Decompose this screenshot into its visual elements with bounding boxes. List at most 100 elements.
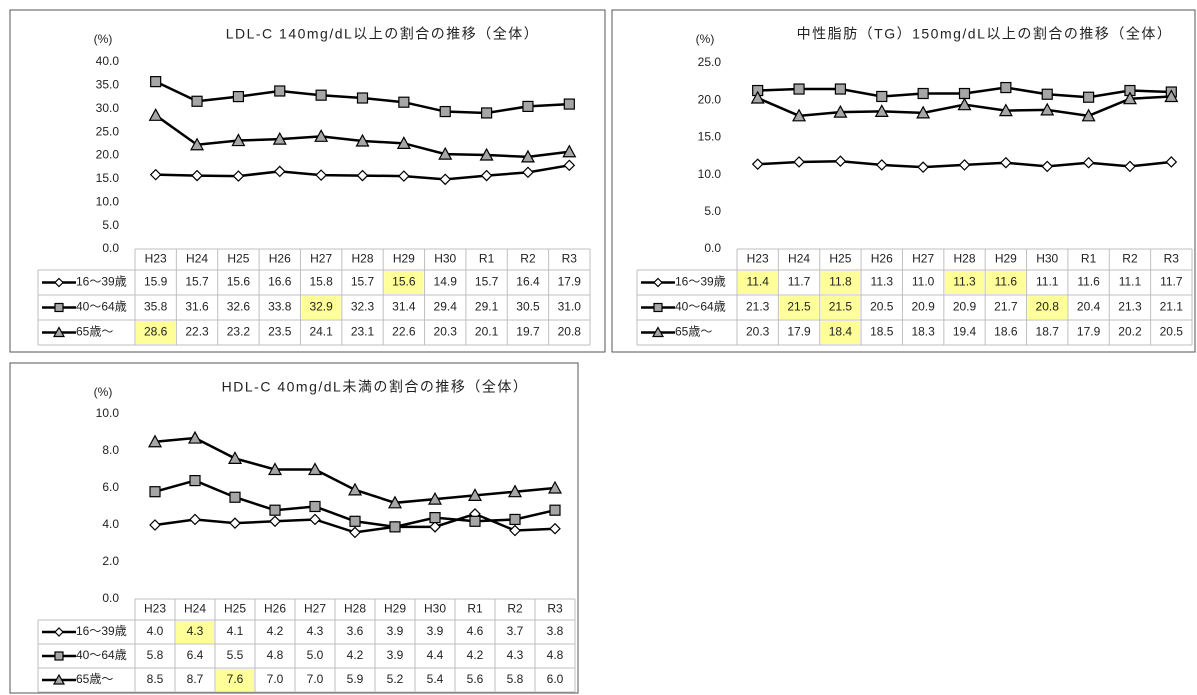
data-cell: 20.8 <box>558 325 582 339</box>
data-cell: 11.4 <box>746 275 769 289</box>
data-point <box>957 97 972 111</box>
data-cell: 3.8 <box>547 624 564 638</box>
y-tick-label: 6.0 <box>102 480 119 494</box>
data-point <box>274 85 286 97</box>
highlight-cell <box>820 321 861 344</box>
data-cell: 11.6 <box>1077 275 1100 289</box>
unit-label: (%) <box>696 32 715 46</box>
data-cell: 15.7 <box>185 275 209 289</box>
data-point <box>876 90 888 103</box>
data-cell: 22.6 <box>392 325 416 339</box>
data-cell: 7.0 <box>267 672 284 686</box>
data-cell: 19.7 <box>516 325 540 339</box>
data-cell: 11.6 <box>995 275 1018 289</box>
x-tick-label: H24 <box>184 602 206 616</box>
data-cell: 8.7 <box>187 672 204 686</box>
data-point <box>273 165 286 178</box>
data-cell: 19.4 <box>953 325 977 339</box>
highlight-cell <box>301 296 341 319</box>
data-point <box>1082 156 1095 169</box>
data-cell: 3.9 <box>427 624 444 638</box>
data-point <box>349 526 361 539</box>
data-point <box>480 107 493 119</box>
data-cell: 17.9 <box>558 275 582 289</box>
data-point <box>356 92 369 104</box>
legend-marker <box>54 277 64 288</box>
x-tick-label: H26 <box>269 252 291 266</box>
data-cell: 3.9 <box>387 648 404 662</box>
highlight-cell <box>986 271 1026 294</box>
data-cell: 11.3 <box>871 275 894 289</box>
x-tick-label: H29 <box>384 602 406 616</box>
data-cell: 29.4 <box>434 300 458 314</box>
x-tick-label: R3 <box>1164 252 1180 266</box>
x-tick-label: H26 <box>264 602 286 616</box>
data-point <box>148 108 163 121</box>
data-cell: 4.2 <box>347 648 364 662</box>
data-cell: 28.6 <box>144 325 168 339</box>
y-tick-label: 35.0 <box>96 78 120 92</box>
y-tick-label: 2.0 <box>102 554 119 568</box>
data-cell: 15.9 <box>144 275 168 289</box>
data-cell: 31.0 <box>558 300 582 314</box>
x-tick-label: R3 <box>547 602 563 616</box>
x-tick-label: R2 <box>1122 252 1138 266</box>
data-cell: 21.1 <box>1160 300 1184 314</box>
data-point <box>793 83 805 95</box>
x-tick-label: H25 <box>224 602 246 616</box>
data-cell: 18.7 <box>1036 325 1060 339</box>
data-cell: 5.4 <box>427 672 444 686</box>
data-cell: 5.0 <box>307 648 324 662</box>
data-cell: 24.1 <box>309 325 333 339</box>
data-cell: 15.6 <box>227 275 251 289</box>
data-point <box>792 108 807 122</box>
data-point <box>1000 156 1012 169</box>
x-tick-label: H27 <box>310 252 332 266</box>
data-cell: 5.8 <box>147 648 164 662</box>
y-tick-label: 4.0 <box>102 517 119 531</box>
data-point <box>315 89 327 101</box>
data-point <box>229 517 241 529</box>
data-cell: 21.5 <box>829 300 853 314</box>
data-cell: 20.5 <box>870 300 894 314</box>
y-tick-label: 15.0 <box>96 171 120 185</box>
data-cell: 4.8 <box>267 648 284 662</box>
data-point <box>549 504 561 516</box>
data-cell: 5.6 <box>467 672 484 686</box>
data-cell: 3.9 <box>387 624 404 638</box>
data-cell: 20.9 <box>953 300 977 314</box>
x-tick-label: R2 <box>520 252 536 266</box>
data-cell: 15.7 <box>475 275 499 289</box>
data-cell: 4.8 <box>547 648 564 662</box>
legend-label: 65歳～ <box>675 325 712 339</box>
data-cell: 6.4 <box>187 648 204 662</box>
data-point <box>1041 160 1054 173</box>
x-tick-label: H24 <box>186 252 208 266</box>
data-cell: 5.5 <box>227 648 244 662</box>
x-tick-label: H27 <box>912 252 934 266</box>
y-tick-label: 0.0 <box>102 591 119 605</box>
data-point <box>917 87 929 100</box>
data-point <box>998 103 1013 117</box>
data-point <box>750 90 765 104</box>
data-point <box>917 161 929 174</box>
data-cell: 7.6 <box>227 672 244 686</box>
data-cell: 20.8 <box>1036 300 1060 314</box>
data-cell: 11.1 <box>1036 275 1059 289</box>
chart-title: LDL-C 140mg/dL以上の割合の推移（全体） <box>226 26 540 42</box>
data-cell: 8.5 <box>147 672 164 686</box>
unit-label: (%) <box>94 385 113 399</box>
y-tick-label: 20.0 <box>698 92 722 106</box>
data-point <box>1165 156 1178 168</box>
y-tick-label: 0.0 <box>704 241 721 255</box>
data-point <box>314 129 329 142</box>
y-tick-label: 15.0 <box>698 130 722 144</box>
data-point <box>229 491 241 503</box>
legend-label: 65歳～ <box>76 672 113 686</box>
x-tick-label: R3 <box>562 252 578 266</box>
x-tick-label: H30 <box>424 602 446 616</box>
y-tick-label: 25.0 <box>698 55 722 69</box>
data-cell: 11.0 <box>912 275 935 289</box>
data-point <box>398 170 410 182</box>
